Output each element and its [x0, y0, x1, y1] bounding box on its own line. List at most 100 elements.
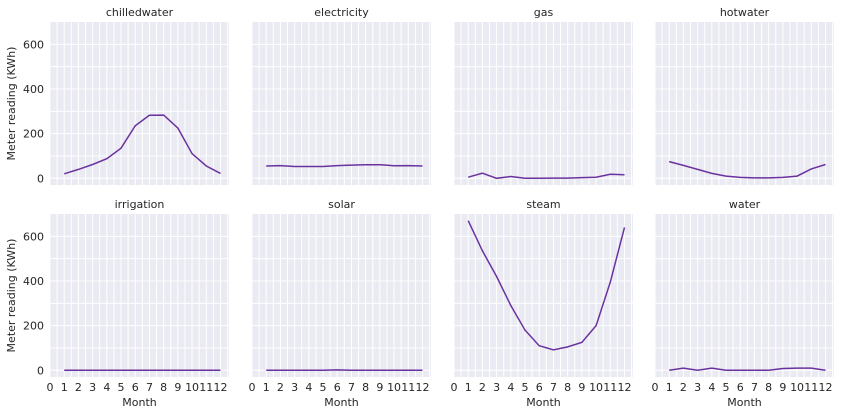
- series-line-steam: [467, 220, 626, 351]
- panel-title: gas: [534, 6, 554, 19]
- panel-title: hotwater: [720, 6, 770, 19]
- data-point: [782, 367, 784, 369]
- data-point: [279, 369, 281, 371]
- data-point: [134, 369, 136, 371]
- data-point: [322, 369, 324, 371]
- x-tick-label: 0: [47, 381, 54, 394]
- x-tick-label: 8: [362, 381, 369, 394]
- data-point: [767, 177, 769, 179]
- x-tick-label: 0: [249, 381, 256, 394]
- data-point: [696, 369, 698, 371]
- panel-background: [454, 22, 633, 185]
- data-point: [177, 369, 179, 371]
- series-line-chilledwater: [63, 114, 221, 175]
- x-tick-label: 0: [451, 381, 458, 394]
- data-point: [219, 172, 221, 174]
- data-point: [205, 369, 207, 371]
- data-point: [336, 164, 338, 166]
- data-point: [481, 172, 483, 174]
- x-tick-label: 12: [818, 381, 832, 394]
- panel-background: [655, 214, 834, 377]
- data-point: [265, 369, 267, 371]
- x-tick-label: 4: [305, 381, 312, 394]
- data-point: [810, 367, 812, 369]
- y-tick-label: 600: [23, 230, 44, 243]
- data-point: [293, 369, 295, 371]
- data-point: [106, 157, 108, 159]
- x-tick-label: 10: [387, 381, 401, 394]
- data-point: [510, 175, 512, 177]
- x-tick-label: 7: [348, 381, 355, 394]
- data-point: [538, 345, 540, 347]
- x-tick-label: 3: [493, 381, 500, 394]
- x-tick-label: 7: [550, 381, 557, 394]
- data-point: [668, 369, 670, 371]
- data-point: [510, 304, 512, 306]
- data-point: [148, 369, 150, 371]
- x-tick-label: 11: [804, 381, 818, 394]
- y-tick-label: 600: [23, 38, 44, 51]
- data-point: [824, 369, 826, 371]
- x-tick-label: 4: [708, 381, 715, 394]
- data-point: [696, 168, 698, 170]
- data-point: [810, 168, 812, 170]
- x-tick-label: 12: [213, 381, 227, 394]
- data-point: [336, 369, 338, 371]
- y-axis-label-row-2: Meter reading (KWh): [5, 239, 18, 353]
- data-point: [350, 164, 352, 166]
- panel-gas: gas: [453, 6, 633, 185]
- y-tick-label: 200: [23, 128, 44, 141]
- data-point: [581, 176, 583, 178]
- x-tick-label: 3: [89, 381, 96, 394]
- panel-title: water: [729, 198, 761, 211]
- x-tick-label: 2: [75, 381, 82, 394]
- data-point: [767, 369, 769, 371]
- y-tick-label: 400: [23, 275, 44, 288]
- data-point: [364, 163, 366, 165]
- x-axis-label-col-1: Month: [122, 396, 157, 409]
- x-tick-label: 5: [118, 381, 125, 394]
- x-tick-label: 10: [790, 381, 804, 394]
- data-point: [538, 177, 540, 179]
- y-axis-label-row-1: Meter reading (KWh): [5, 47, 18, 161]
- series-line-electricity: [266, 163, 423, 168]
- data-point: [796, 175, 798, 177]
- data-point: [162, 114, 164, 116]
- data-point: [566, 346, 568, 348]
- data-point: [407, 369, 409, 371]
- data-point: [552, 177, 554, 179]
- x-tick-label: 12: [617, 381, 631, 394]
- data-point: [91, 163, 93, 165]
- data-point: [393, 369, 395, 371]
- data-point: [753, 369, 755, 371]
- data-point: [63, 369, 65, 371]
- data-point: [824, 163, 826, 165]
- x-tick-label: 0: [652, 381, 659, 394]
- data-point: [77, 168, 79, 170]
- data-point: [177, 127, 179, 129]
- x-tick-label: 1: [666, 381, 673, 394]
- x-tick-label: 4: [103, 381, 110, 394]
- data-point: [581, 341, 583, 343]
- y-tick-label: 400: [23, 83, 44, 96]
- x-axis-label-col-2: Month: [324, 396, 359, 409]
- data-point: [467, 176, 469, 178]
- x-tick-label: 3: [694, 381, 701, 394]
- data-point: [421, 369, 423, 371]
- data-point: [219, 369, 221, 371]
- series-line-gas: [467, 172, 625, 180]
- y-tick-label: 0: [37, 172, 44, 185]
- x-tick-label: 10: [185, 381, 199, 394]
- data-point: [393, 165, 395, 167]
- data-point: [609, 281, 611, 283]
- series-line-water: [669, 367, 826, 372]
- data-point: [609, 173, 611, 175]
- x-tick-label: 8: [765, 381, 772, 394]
- data-point: [134, 125, 136, 127]
- x-tick-label: 11: [401, 381, 415, 394]
- x-tick-label: 9: [174, 381, 181, 394]
- y-tick-label: 0: [37, 364, 44, 377]
